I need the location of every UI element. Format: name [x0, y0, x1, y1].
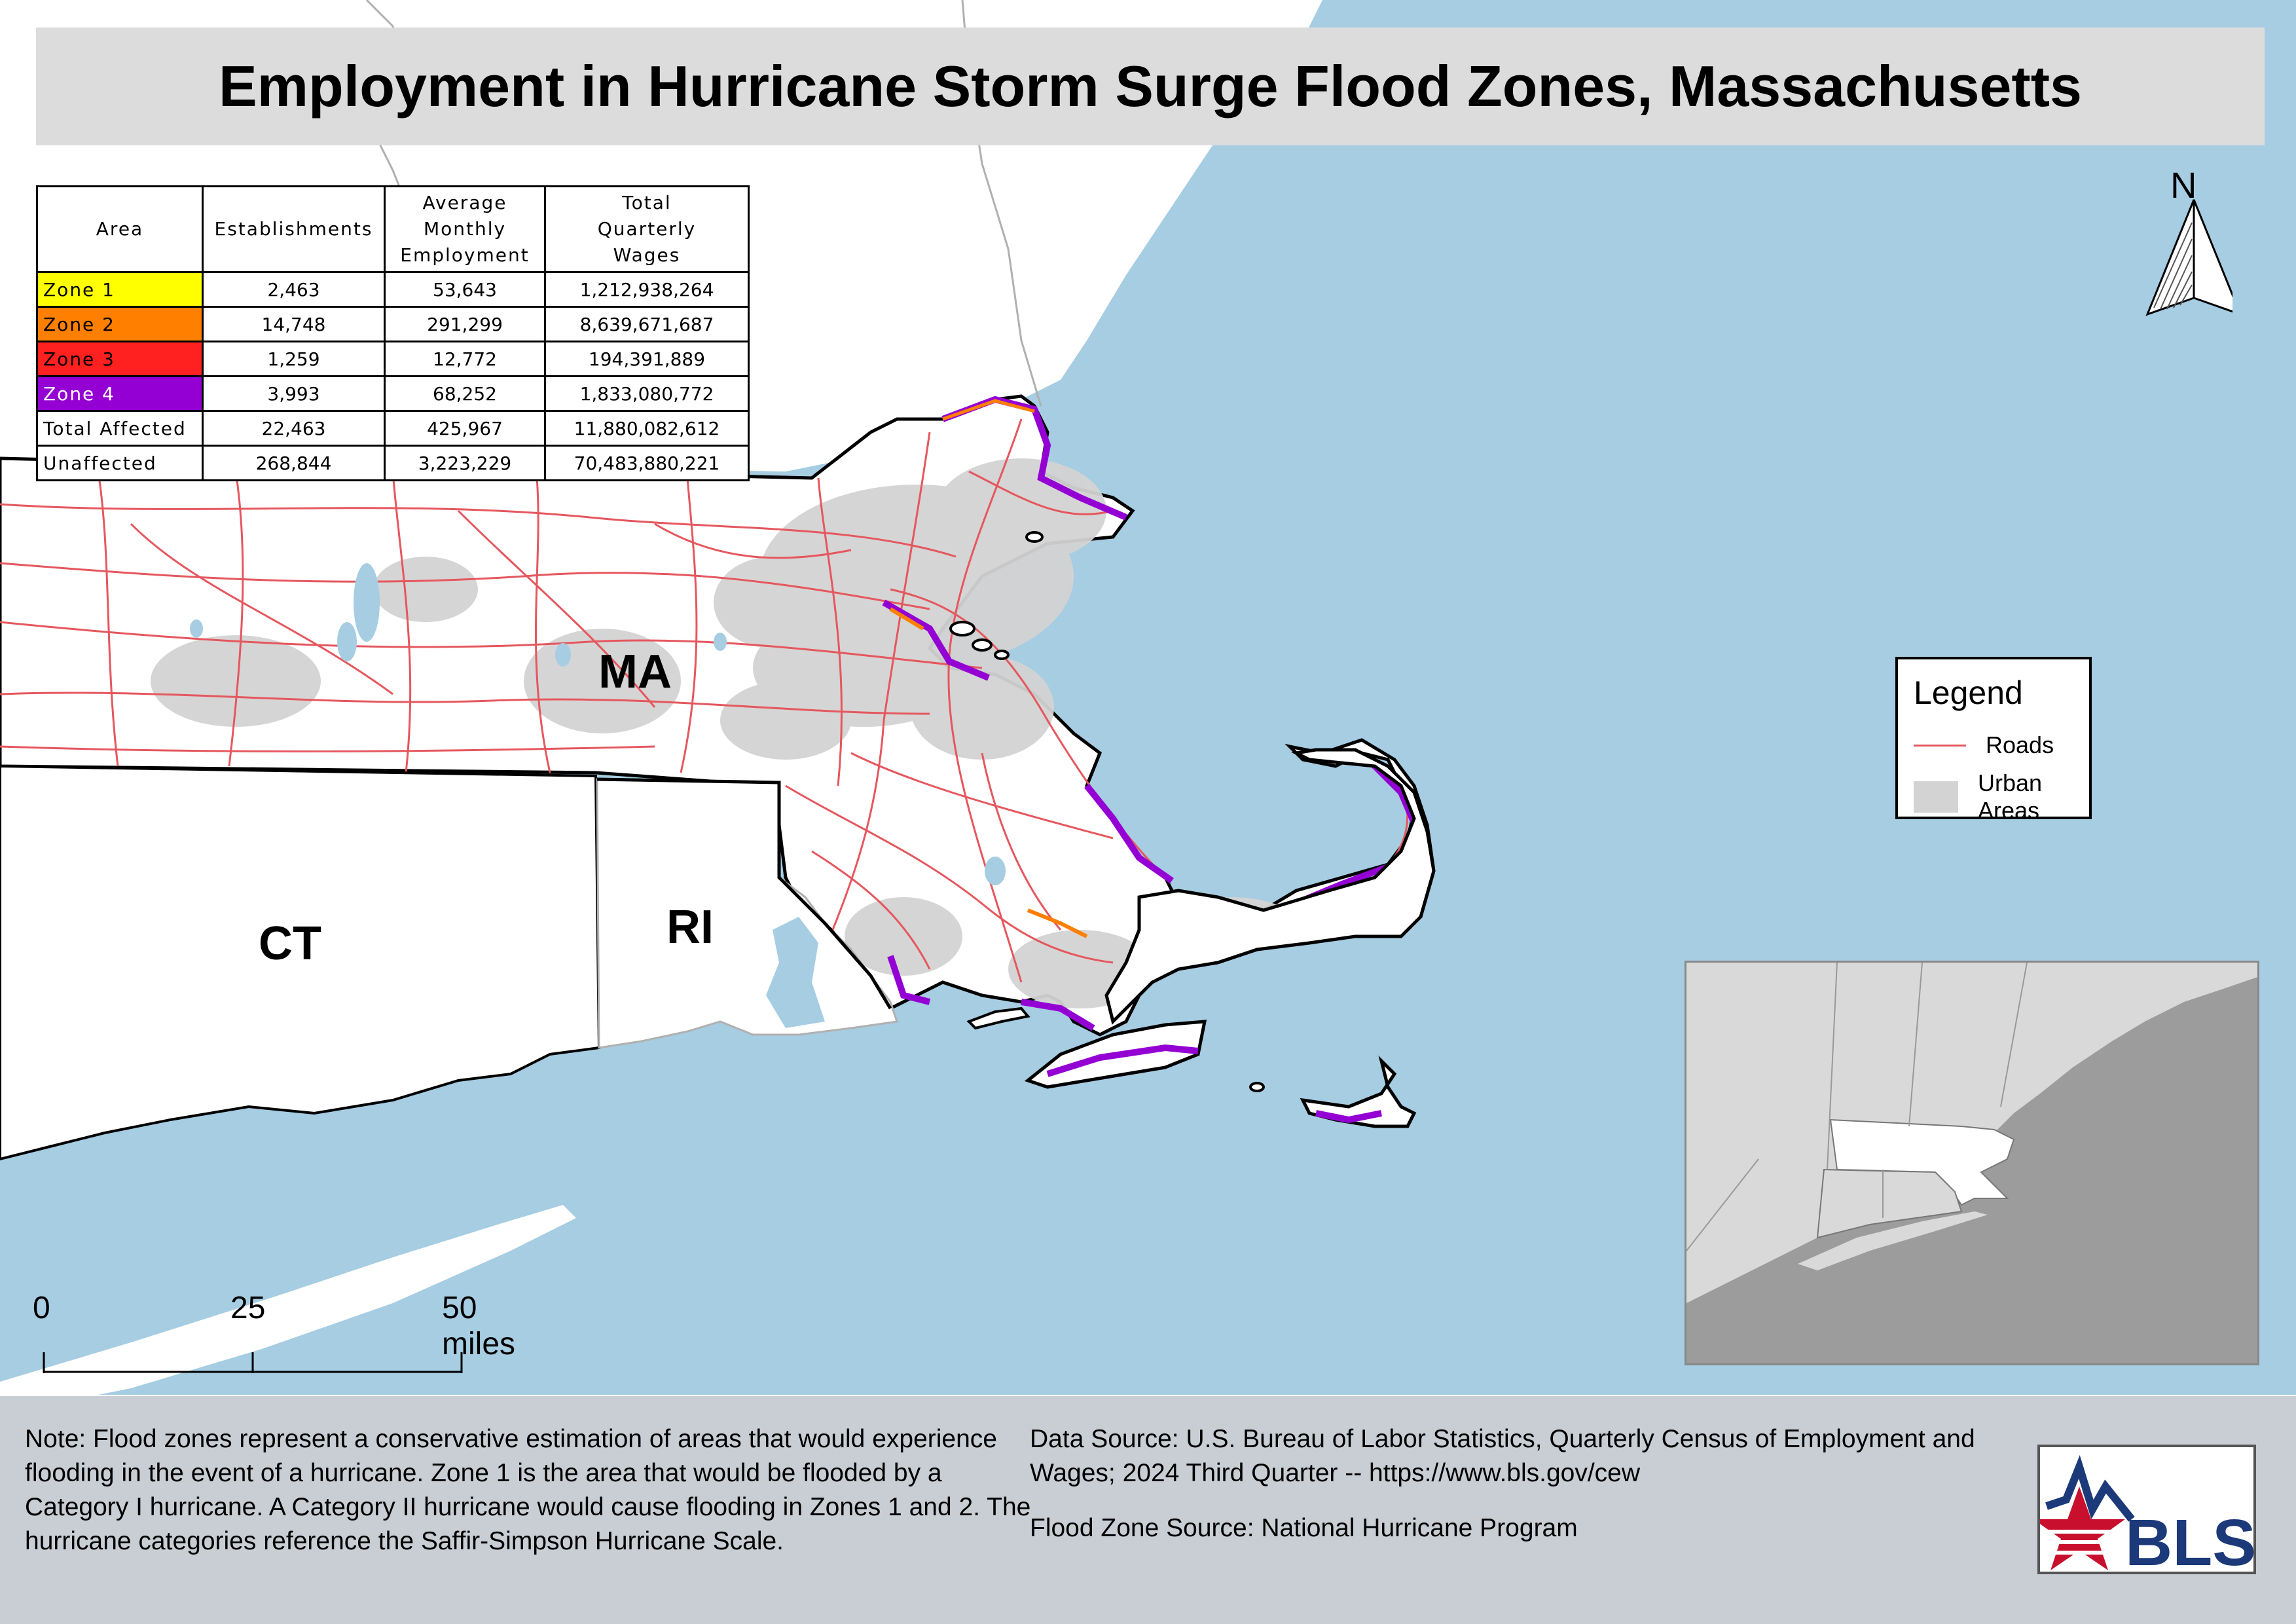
header-area: Area [36, 185, 204, 273]
connecticut-land [0, 764, 601, 1161]
header-establishments: Establishments [202, 185, 386, 273]
bls-logo-icon: BLS [2033, 1454, 2256, 1579]
legend-urban-label: Urban Areas [1977, 769, 2043, 824]
cell-area: Zone 2 [36, 306, 204, 342]
title-bar: Employment in Hurricane Storm Surge Floo… [36, 28, 2265, 145]
cell-establishments: 268,844 [202, 445, 386, 481]
cell-wages: 70,483,880,221 [544, 445, 750, 481]
inset-map-svg [1686, 963, 2257, 1363]
scale-zero: 0 [33, 1291, 50, 1325]
table-body: Zone 1 2,463 53,643 1,212,938,264 Zone 2 14,7… [36, 271, 750, 481]
marthas-vineyard-flood [1046, 1044, 1199, 1077]
scale-end: 50 miles [442, 1291, 516, 1361]
cell-establishments: 3,993 [202, 375, 386, 412]
ma-ri-border [596, 777, 892, 1010]
cape-cod [1104, 748, 1436, 1025]
inset-map [1685, 961, 2259, 1365]
cell-area: Unaffected [36, 445, 204, 481]
nantucket-flood [1315, 1110, 1382, 1124]
table-row: Zone 2 14,748 291,299 8,639,671,687 [36, 306, 750, 342]
cell-employment: 425,967 [384, 410, 546, 447]
legend-roads: Roads [1914, 731, 2054, 759]
scale-mid: 25 [230, 1291, 266, 1325]
header-employment: Average Monthly Employment [384, 185, 546, 273]
urban-swatch [1914, 781, 1958, 813]
legend-urban: Urban Areas [1914, 769, 2089, 824]
scale-bar-lines [43, 1352, 463, 1373]
cell-establishments: 14,748 [202, 306, 386, 342]
cell-employment: 3,223,229 [384, 445, 546, 481]
header-wages: Total Quarterly Wages [544, 185, 750, 273]
cell-area: Zone 3 [36, 341, 204, 377]
north-arrow-icon [2145, 199, 2232, 316]
cell-wages: 1,212,938,264 [544, 271, 750, 308]
footer-panel [0, 1396, 2296, 1624]
roads-swatch [1914, 744, 1966, 747]
footnote: Note: Flood zones represent a conservati… [25, 1425, 1031, 1555]
bls-logo: BLS [2033, 1445, 2256, 1579]
north-letter: N [2170, 164, 2197, 206]
cell-wages: 194,391,889 [544, 341, 750, 377]
table-header-row: Area Establishments Average Monthly Empl… [36, 185, 750, 273]
cell-employment: 12,772 [384, 341, 546, 377]
cell-area: Zone 4 [36, 375, 204, 412]
bls-logo-text: BLS [2125, 1506, 2253, 1572]
scale-bar: 0 25 50 miles [26, 1290, 515, 1382]
roads [0, 418, 1409, 983]
table-row: Zone 1 2,463 53,643 1,212,938,264 [36, 271, 750, 308]
label-ct: CT [259, 917, 321, 970]
harbor-islands [949, 531, 1265, 1092]
table-row: Zone 4 3,993 68,252 1,833,080,772 [36, 375, 750, 412]
cell-area: Zone 1 [36, 271, 204, 308]
legend-roads-label: Roads [1986, 731, 2054, 758]
map-title: Employment in Hurricane Storm Surge Floo… [219, 54, 2082, 119]
cell-establishments: 2,463 [202, 271, 386, 308]
lakes [190, 563, 1006, 885]
north-arrow: N [2141, 164, 2232, 321]
table-row: Unaffected 268,844 3,223,229 70,483,880,221 [36, 445, 750, 481]
legend: Legend Roads Urban Areas [1895, 657, 2092, 824]
rhode-island-land [596, 778, 898, 1049]
table-row: Total Affected 22,463 425,967 11,880,082,61… [36, 410, 750, 447]
cell-establishments: 1,259 [202, 341, 386, 377]
cell-establishments: 22,463 [202, 410, 386, 447]
cell-wages: 1,833,080,772 [544, 375, 750, 412]
long-island [0, 1205, 576, 1395]
employment-table: Area Establishments Average Monthly Empl… [36, 185, 750, 481]
label-ma: MA [598, 646, 672, 698]
flood-zone-source: Flood Zone Source: National Hurricane Pr… [1030, 1514, 1578, 1542]
sources: Data Source: U.S. Bureau of Labor Statis… [1030, 1422, 2038, 1566]
cell-wages: 11,880,082,612 [544, 410, 750, 447]
table-row: Zone 3 1,259 12,772 194,391,889 [36, 341, 750, 377]
cell-employment: 53,643 [384, 271, 546, 308]
legend-title: Legend [1914, 674, 2023, 711]
cell-wages: 8,639,671,687 [544, 306, 750, 342]
narragansett-bay [766, 917, 825, 1028]
label-ri: RI [666, 901, 714, 953]
cell-employment: 291,299 [384, 306, 546, 342]
cell-employment: 68,252 [384, 375, 546, 412]
cell-area: Total Affected [36, 410, 204, 447]
elizabeth-islands [966, 1006, 1030, 1030]
data-source: Data Source: U.S. Bureau of Labor Statis… [1030, 1425, 1975, 1487]
